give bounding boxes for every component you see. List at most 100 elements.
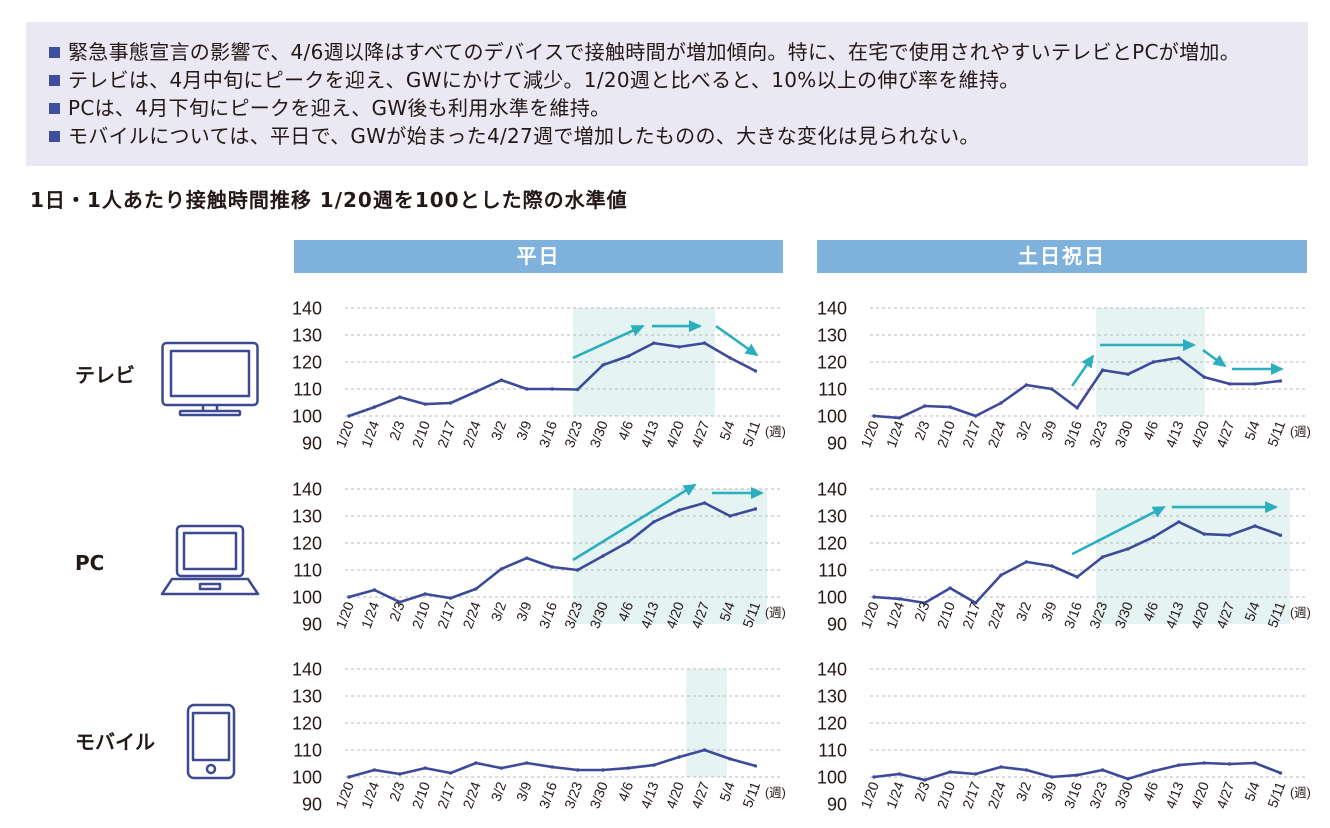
y-tick-label: 130	[292, 507, 322, 527]
data-point	[448, 771, 453, 775]
x-tick-label: 1/24	[883, 779, 907, 810]
column-header-weekend-holiday: 土日祝日	[817, 240, 1307, 273]
y-tick-label: 110	[818, 380, 847, 400]
data-point	[1050, 564, 1054, 568]
x-tick-label: 3/16	[1061, 599, 1085, 630]
x-axis-unit-label: (週)	[1290, 425, 1311, 439]
data-point	[423, 592, 427, 596]
data-point	[1024, 560, 1029, 564]
data-point	[474, 761, 478, 765]
x-tick-label: 1/24	[358, 418, 382, 449]
summary-box: 緊急事態宣言の影響で、4/6週以降はすべてのデバイスで接触時間が増加傾向。特に、…	[26, 22, 1308, 166]
y-tick-label: 140	[817, 660, 847, 680]
x-tick-label: 1/20	[332, 779, 356, 810]
data-point	[702, 341, 707, 345]
data-point	[973, 772, 978, 776]
data-point	[1151, 360, 1156, 364]
x-tick-label: 4/6	[1140, 418, 1162, 442]
data-point	[525, 387, 529, 391]
trend-arrow	[1071, 505, 1166, 556]
x-tick-label: 2/10	[934, 779, 958, 810]
data-point	[1050, 775, 1054, 779]
x-tick-label: 4/6	[615, 418, 637, 442]
data-point	[1227, 762, 1232, 766]
y-tick-label: 100	[817, 588, 847, 608]
trend-arrow	[572, 324, 645, 360]
x-tick-label: 4/6	[615, 779, 637, 803]
x-tick-label: 4/13	[637, 418, 661, 449]
y-tick-label: 100	[817, 768, 847, 788]
data-point	[948, 586, 952, 590]
summary-bullet-text: PCは、4月下旬にピークを迎え、GW後も利用水準を維持。	[68, 96, 611, 120]
x-tick-label: 2/3	[911, 418, 933, 442]
x-tick-label: 2/3	[911, 779, 933, 803]
x-tick-label: 5/11	[1264, 779, 1288, 809]
x-tick-label: 5/11	[739, 779, 763, 809]
y-tick-label: 90	[827, 615, 847, 635]
y-tick-label: 90	[827, 795, 847, 815]
highlight-band	[573, 489, 768, 624]
data-point	[702, 748, 707, 752]
x-tick-label: 2/10	[934, 599, 958, 630]
data-point	[525, 761, 529, 765]
data-point	[1278, 533, 1283, 537]
x-tick-label: 5/11	[1264, 418, 1288, 448]
y-tick-label: 110	[818, 741, 847, 761]
data-point	[550, 387, 554, 391]
data-point	[728, 514, 732, 518]
summary-bullet: モバイルについては、平日で、GWが始まった4/27週で増加したものの、大きな変化…	[49, 122, 1308, 150]
data-point	[398, 600, 402, 604]
data-point	[347, 595, 351, 599]
x-tick-label: 4/27	[1213, 418, 1237, 449]
x-tick-label: 1/24	[883, 418, 907, 449]
data-point	[575, 387, 580, 392]
x-axis-unit-label: (週)	[1290, 786, 1311, 800]
x-tick-label: 3/16	[536, 599, 560, 630]
highlight-band	[1096, 489, 1291, 624]
y-tick-label: 90	[827, 434, 847, 454]
x-tick-label: 3/9	[1038, 779, 1060, 803]
data-point	[753, 369, 758, 373]
tv-icon	[160, 340, 260, 418]
x-tick-label: 4/6	[615, 599, 637, 623]
x-tick-label: 4/13	[1162, 779, 1186, 810]
data-point	[499, 766, 504, 770]
data-point	[1227, 382, 1232, 386]
x-tick-label: 5/4	[1241, 779, 1263, 803]
data-point	[1126, 372, 1130, 376]
data-point	[575, 768, 580, 772]
data-point	[499, 378, 504, 382]
row-label-tv: テレビ	[75, 363, 135, 387]
data-point	[999, 573, 1003, 577]
data-point	[1253, 524, 1257, 528]
x-tick-label: 3/23	[1086, 779, 1110, 810]
x-tick-label: 1/24	[358, 599, 382, 630]
y-tick-label: 100	[817, 407, 847, 427]
trend-arrow	[572, 483, 697, 562]
x-tick-label: 1/20	[332, 418, 356, 449]
x-tick-label: 4/20	[1188, 418, 1212, 449]
x-tick-label: 4/27	[688, 418, 712, 449]
y-tick-label: 90	[302, 434, 322, 454]
y-tick-label: 90	[302, 795, 322, 815]
x-tick-label: 2/24	[984, 779, 1008, 810]
data-point	[652, 520, 656, 524]
x-tick-label: 3/2	[488, 779, 510, 803]
data-point	[1100, 768, 1105, 772]
x-tick-label: 2/24	[459, 779, 483, 810]
y-tick-label: 140	[292, 299, 322, 319]
x-tick-label: 3/2	[488, 599, 510, 623]
data-point	[1075, 773, 1079, 777]
x-tick-label: 3/16	[536, 418, 560, 449]
x-tick-label: 3/30	[1111, 418, 1135, 449]
y-tick-label: 120	[292, 353, 322, 373]
x-axis-unit-label: (週)	[765, 425, 786, 439]
row-label-pc: PC	[75, 551, 105, 575]
x-tick-label: 4/6	[1140, 779, 1162, 803]
data-point	[372, 405, 377, 409]
x-tick-label: 4/27	[1213, 779, 1237, 810]
data-point	[347, 414, 351, 418]
x-tick-label: 2/10	[409, 599, 433, 630]
summary-bullet-text: 緊急事態宣言の影響で、4/6週以降はすべてのデバイスで接触時間が増加傾向。特に、…	[68, 40, 1241, 64]
x-tick-label: 4/13	[1162, 418, 1186, 449]
